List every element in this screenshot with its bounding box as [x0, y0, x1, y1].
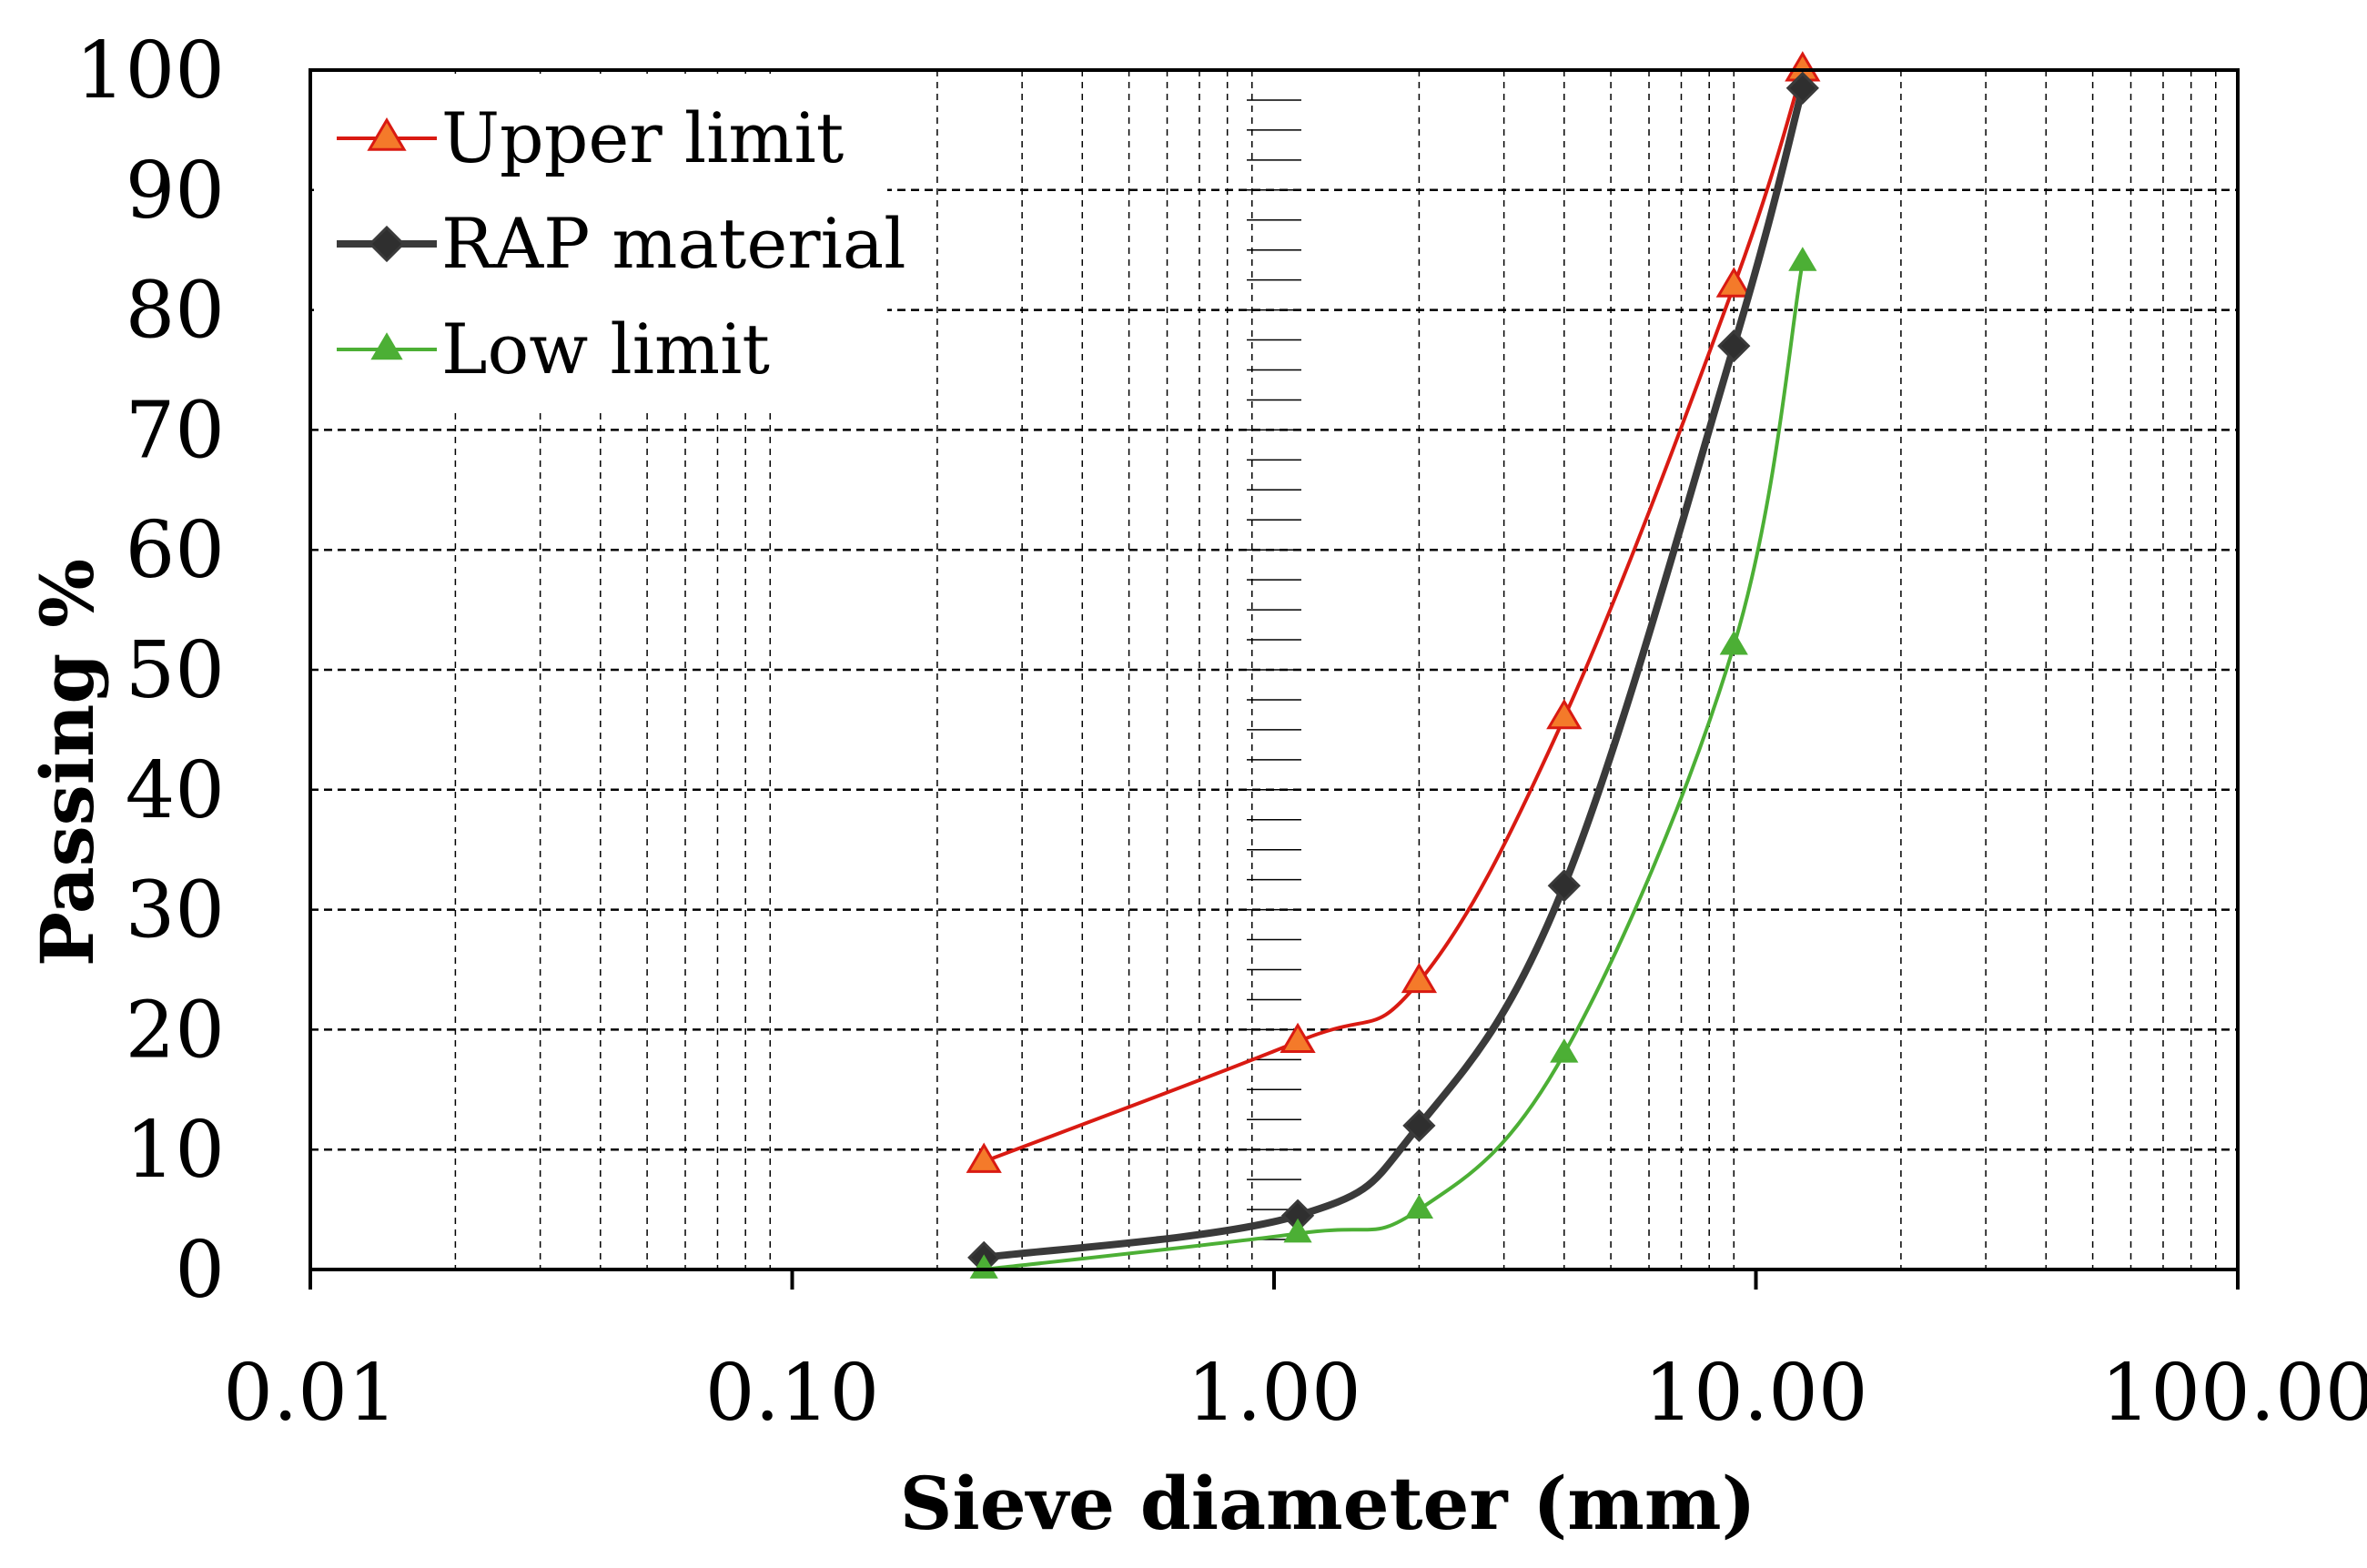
series-upper-limit — [966, 51, 1821, 1173]
legend-item-upper-limit: Upper limit — [337, 97, 844, 178]
data-point-rap-material — [1547, 869, 1581, 903]
y-tick-label: 30 — [126, 865, 225, 956]
data-point-low-limit — [1283, 1218, 1312, 1243]
legend-label-rap-material: RAP material — [441, 203, 906, 284]
legend-marker-rap-material — [368, 225, 406, 263]
series-line-low-limit — [983, 261, 1805, 1271]
x-tick-label: 100.00 — [2101, 1348, 2367, 1439]
series-low-limit — [969, 247, 1817, 1279]
y-tick-label: 20 — [126, 985, 225, 1076]
data-point-low-limit — [1404, 1194, 1434, 1219]
legend-label-upper-limit: Upper limit — [441, 97, 844, 178]
x-axis-title: Sieve diameter (mm) — [900, 1461, 1756, 1546]
legend-marker-upper-limit — [367, 117, 407, 151]
series-line-upper-limit — [983, 69, 1805, 1164]
y-tick-label: 90 — [126, 146, 225, 237]
y-tick-label: 80 — [126, 266, 225, 357]
data-point-low-limit — [969, 1254, 998, 1279]
grid — [310, 70, 2238, 1270]
legend-label-low-limit: Low limit — [441, 309, 770, 389]
y-tick-label: 10 — [126, 1105, 225, 1196]
legend-marker-low-limit — [370, 332, 403, 360]
x-tick-label: 0.10 — [705, 1348, 879, 1439]
tick-labels: 0.01 0.10 1.00 10.00 100.00 0 10 20 30 40 50 60 70 80… — [76, 25, 2367, 1439]
legend-item-low-limit: Low limit — [337, 309, 770, 389]
data-point-rap-material — [1402, 1108, 1436, 1142]
y-tick-label: 70 — [126, 385, 225, 476]
y-tick-label: 50 — [126, 625, 225, 716]
data-point-rap-material — [1785, 71, 1819, 105]
data-point-upper-limit — [1280, 1022, 1316, 1054]
x-tick-label: 10.00 — [1644, 1348, 1867, 1439]
data-point-low-limit — [1550, 1038, 1579, 1063]
data-point-upper-limit — [1401, 962, 1438, 994]
plot-frame — [309, 68, 2240, 1290]
x-tick-label: 0.01 — [223, 1348, 397, 1439]
y-axis-title: Passing % — [25, 559, 110, 966]
data-point-upper-limit — [966, 1142, 1002, 1173]
x-tick-label: 1.00 — [1187, 1348, 1361, 1439]
data-point-low-limit — [1719, 630, 1748, 655]
data-point-upper-limit — [1715, 267, 1752, 298]
y-tick-label: 0 — [175, 1225, 225, 1316]
y-tick-label: 40 — [126, 745, 225, 836]
y-tick-label: 100 — [76, 25, 225, 116]
data-point-rap-material — [1717, 329, 1751, 363]
series-layer — [966, 51, 1821, 1279]
legend-item-rap-material: RAP material — [337, 203, 906, 284]
legend: Upper limit RAP material Low limit — [314, 74, 906, 410]
series-rap-material — [967, 71, 1819, 1274]
series-line-rap-material — [983, 86, 1806, 1261]
data-point-upper-limit — [1546, 698, 1583, 730]
data-point-low-limit — [1788, 247, 1817, 271]
y-tick-label: 60 — [126, 505, 225, 596]
